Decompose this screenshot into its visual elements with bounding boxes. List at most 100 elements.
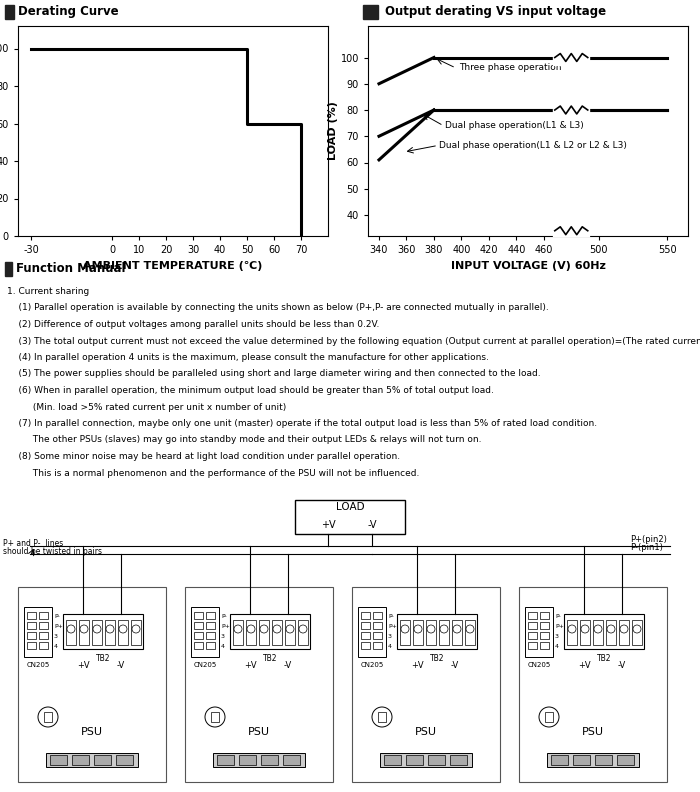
Text: (5) The power supplies should be paralleled using short and large diameter wirin: (5) The power supplies should be paralle…: [7, 370, 540, 379]
Bar: [285, 620, 295, 645]
Bar: [131, 620, 141, 645]
Bar: [528, 632, 537, 639]
Bar: [27, 622, 36, 629]
Bar: [363, 5, 378, 19]
Bar: [213, 753, 305, 767]
Bar: [580, 620, 590, 645]
Text: Dual phase operation(L1 & L2 or L2 & L3): Dual phase operation(L1 & L2 or L2 & L3): [440, 141, 627, 150]
X-axis label: AMBIENT TEMPERATURE (℃): AMBIENT TEMPERATURE (℃): [83, 261, 262, 271]
Text: TB2: TB2: [430, 654, 444, 663]
Bar: [619, 620, 629, 645]
Bar: [528, 642, 537, 649]
Bar: [27, 642, 36, 649]
Bar: [465, 620, 475, 645]
Text: -V: -V: [451, 661, 459, 670]
Bar: [439, 620, 449, 645]
Bar: [373, 612, 382, 619]
Bar: [283, 755, 300, 765]
Bar: [567, 620, 577, 645]
Bar: [426, 620, 436, 645]
Text: (1) Parallel operation is available by connecting the units shown as below (P+,P: (1) Parallel operation is available by c…: [7, 303, 549, 313]
Text: PSU: PSU: [415, 727, 437, 737]
Text: LOAD: LOAD: [336, 502, 364, 512]
Bar: [259, 620, 269, 645]
Bar: [358, 607, 386, 657]
Bar: [525, 607, 553, 657]
Text: 3: 3: [54, 634, 58, 638]
Text: The other PSUs (slaves) may go into standby mode and their output LEDs & relays : The other PSUs (slaves) may go into stan…: [7, 436, 482, 444]
Text: -V: -V: [368, 520, 377, 530]
Text: +V: +V: [578, 661, 590, 670]
Text: (3) The total output current must not exceed the value determined by the followi: (3) The total output current must not ex…: [7, 337, 700, 345]
Bar: [191, 607, 219, 657]
Text: (7) In parallel connection, maybe only one unit (master) operate if the total ou: (7) In parallel connection, maybe only o…: [7, 419, 597, 428]
Text: (6) When in parallel operation, the minimum output load should be greater than 5: (6) When in parallel operation, the mini…: [7, 386, 494, 395]
Text: (4) In parallel operation 4 units is the maximum, please consult the manufacture: (4) In parallel operation 4 units is the…: [7, 353, 489, 362]
Bar: [551, 755, 568, 765]
Text: -V: -V: [284, 661, 292, 670]
Bar: [295, 500, 405, 534]
Bar: [428, 755, 445, 765]
Bar: [206, 612, 215, 619]
Text: PSU: PSU: [248, 727, 270, 737]
Bar: [528, 612, 537, 619]
Text: 4: 4: [54, 643, 58, 649]
Bar: [373, 642, 382, 649]
Text: (8) Some minor noise may be heard at light load condition under parallel operati: (8) Some minor noise may be heard at lig…: [7, 452, 400, 461]
Bar: [573, 755, 590, 765]
Text: P+: P+: [388, 623, 397, 629]
Text: P-: P-: [54, 614, 60, 619]
Text: (2) Difference of output voltages among parallel units should be less than 0.2V.: (2) Difference of output voltages among …: [7, 320, 379, 329]
Text: -V: -V: [618, 661, 626, 670]
Bar: [63, 614, 143, 649]
Text: Derating Curve: Derating Curve: [18, 6, 118, 18]
Text: P+ and P-  lines: P+ and P- lines: [3, 539, 63, 549]
Bar: [211, 712, 219, 722]
Bar: [361, 632, 370, 639]
Bar: [540, 642, 549, 649]
Bar: [27, 632, 36, 639]
Bar: [217, 755, 234, 765]
Bar: [72, 755, 89, 765]
Text: TB2: TB2: [596, 654, 611, 663]
Bar: [528, 622, 537, 629]
Bar: [545, 712, 553, 722]
Bar: [24, 607, 52, 657]
Bar: [452, 620, 462, 645]
Text: 3: 3: [388, 634, 392, 638]
Text: +V: +V: [321, 520, 335, 530]
Bar: [384, 755, 401, 765]
Text: 4: 4: [221, 643, 225, 649]
Text: P+: P+: [555, 623, 564, 629]
Bar: [540, 622, 549, 629]
Text: CN205: CN205: [360, 662, 384, 668]
Bar: [206, 622, 215, 629]
Bar: [230, 614, 310, 649]
Text: Three phase operation: Three phase operation: [458, 63, 561, 73]
Bar: [94, 755, 111, 765]
Text: P+: P+: [54, 623, 63, 629]
X-axis label: INPUT VOLTAGE (V) 60Hz: INPUT VOLTAGE (V) 60Hz: [451, 261, 606, 271]
Text: +V: +V: [77, 661, 90, 670]
Text: TB2: TB2: [96, 654, 111, 663]
Bar: [361, 622, 370, 629]
Text: +V: +V: [244, 661, 256, 670]
Text: CN205: CN205: [527, 662, 551, 668]
Bar: [380, 753, 472, 767]
Bar: [361, 642, 370, 649]
Bar: [547, 753, 639, 767]
Bar: [206, 632, 215, 639]
Bar: [352, 587, 500, 782]
Text: This is a normal phenomenon and the performance of the PSU will not be influence: This is a normal phenomenon and the perf…: [7, 469, 419, 478]
Text: P+: P+: [221, 623, 230, 629]
Bar: [413, 620, 423, 645]
Text: 1. Current sharing: 1. Current sharing: [7, 287, 90, 296]
Y-axis label: LOAD (%): LOAD (%): [328, 101, 338, 161]
Bar: [373, 622, 382, 629]
Bar: [519, 587, 667, 782]
Bar: [50, 755, 67, 765]
Bar: [450, 755, 467, 765]
Bar: [39, 612, 48, 619]
Bar: [44, 712, 52, 722]
Text: Function Manual: Function Manual: [15, 262, 125, 276]
